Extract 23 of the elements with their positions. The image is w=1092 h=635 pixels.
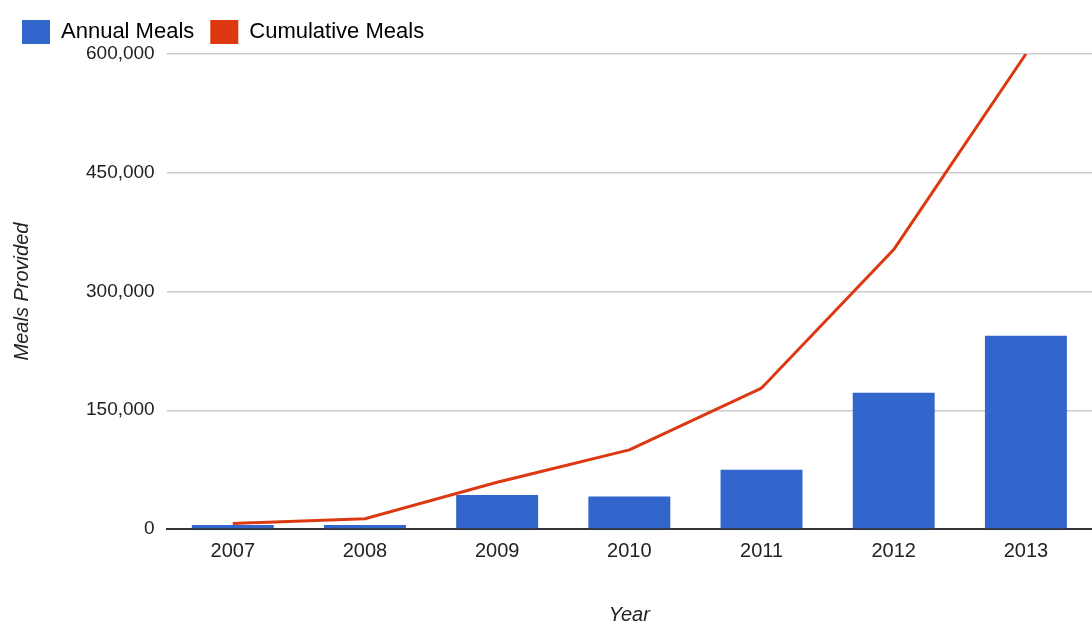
y-tick-label: 150,000 [85, 398, 155, 420]
bar [984, 335, 1067, 529]
bar [323, 525, 406, 529]
x-tick-label: 2008 [342, 538, 388, 561]
bar [852, 392, 935, 529]
legend-label: Cumulative Meals [249, 18, 425, 44]
x-tick-label: 2012 [871, 538, 916, 561]
x-tick-label: 2009 [474, 538, 520, 561]
x-tick-label: 2013 [1003, 538, 1049, 561]
x-tick-label: 2010 [607, 538, 652, 561]
y-tick-label: 300,000 [85, 279, 155, 301]
y-tick-label: 0 [144, 517, 155, 539]
x-axis-title: Year [608, 602, 652, 625]
x-tick-label: 2007 [210, 538, 256, 561]
y-axis-title: Meals Provided [9, 221, 32, 361]
bar [191, 525, 274, 529]
legend-label: Annual Meals [61, 18, 195, 44]
bar [588, 496, 671, 529]
x-tick-label: 2011 [740, 538, 784, 561]
bar [720, 469, 803, 529]
y-tick-label: 450,000 [85, 160, 155, 182]
y-tick-label: 600,000 [85, 42, 155, 64]
bar [456, 494, 539, 529]
